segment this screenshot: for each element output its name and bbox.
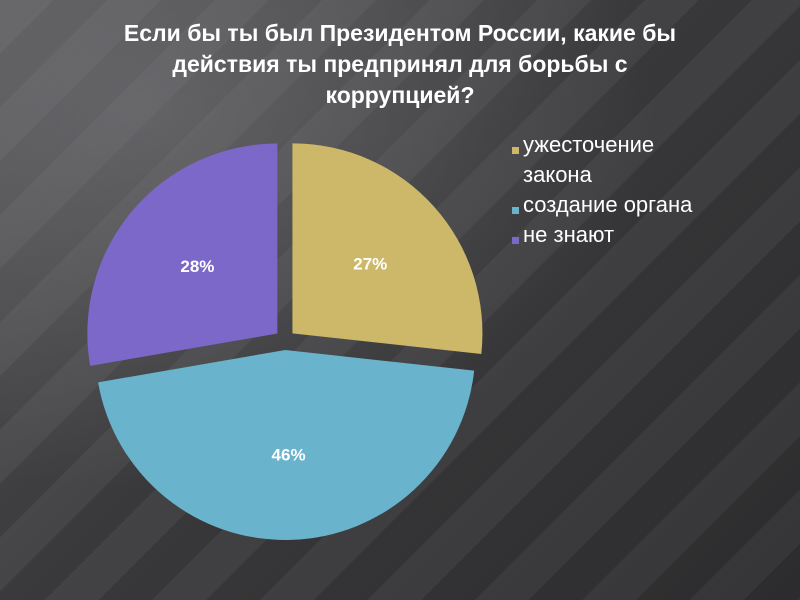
legend-label: не знают bbox=[523, 222, 615, 247]
slice-sozdanie-organa bbox=[98, 349, 475, 540]
data-label: 27% bbox=[353, 255, 387, 274]
legend-swatch bbox=[512, 207, 519, 214]
legend-item: создание органа bbox=[512, 190, 792, 220]
pie-slices bbox=[87, 143, 483, 540]
data-label: 46% bbox=[272, 445, 306, 464]
pie-data-labels: 27% 46% 28% bbox=[180, 255, 387, 465]
slice-ujestochenie-zakona bbox=[292, 143, 483, 354]
legend-label: создание органа bbox=[523, 192, 693, 217]
chart-legend: ужесточение закона создание органа не знаю… bbox=[512, 130, 792, 250]
legend-swatch bbox=[512, 147, 519, 154]
legend-swatch bbox=[512, 237, 519, 244]
chart-title: Если бы ты был Президентом России, какие… bbox=[123, 20, 677, 108]
data-label: 28% bbox=[180, 257, 214, 276]
legend-item: не знают bbox=[512, 220, 792, 250]
legend-label: ужесточение закона bbox=[523, 132, 655, 187]
legend-item: ужесточение закона bbox=[512, 130, 792, 190]
slice-ne-znayut bbox=[87, 143, 278, 366]
